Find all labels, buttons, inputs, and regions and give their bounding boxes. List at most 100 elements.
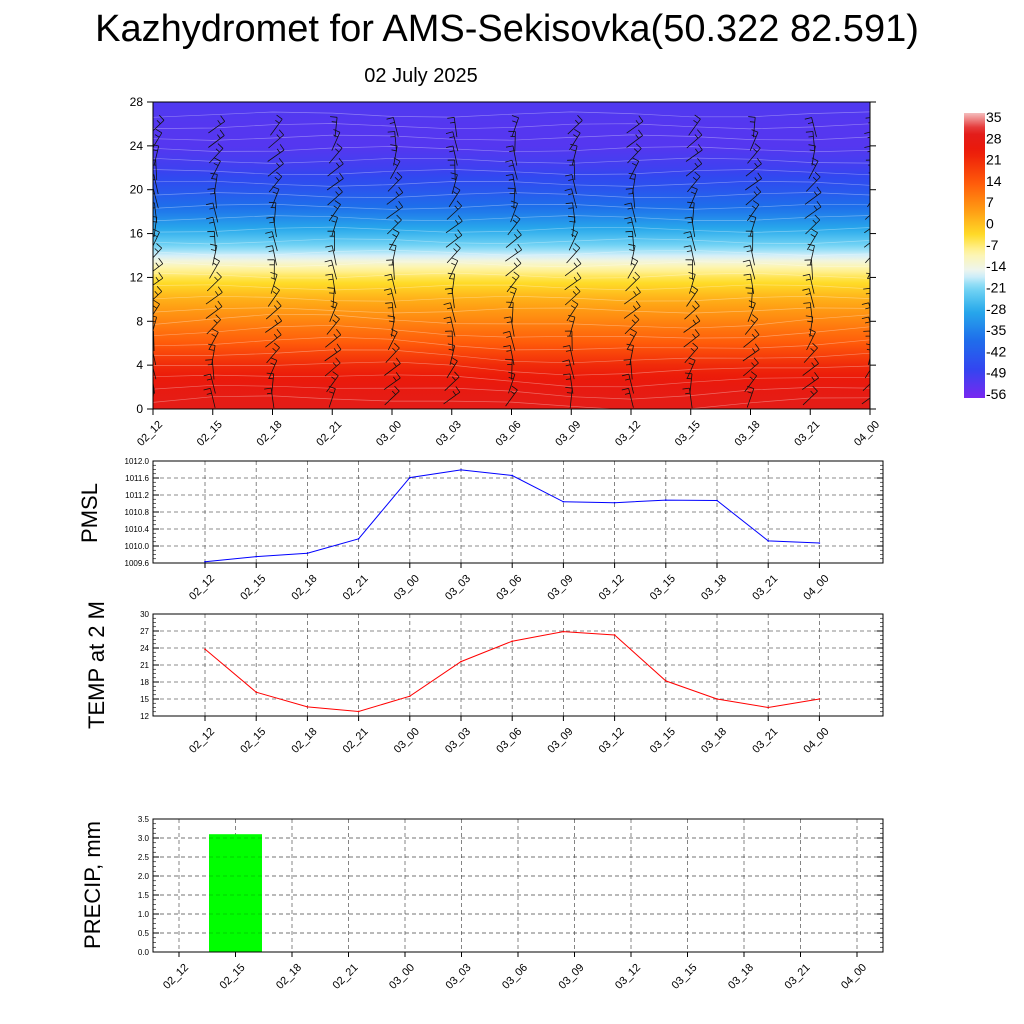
series-point xyxy=(665,680,667,682)
series-point xyxy=(562,630,565,633)
wind-barb xyxy=(208,115,226,134)
wind-barb xyxy=(867,257,870,279)
x-tick-label: 03_12 xyxy=(597,726,627,756)
wind-barb xyxy=(387,171,403,192)
wind-barb xyxy=(326,371,339,393)
series-point xyxy=(818,698,821,700)
wind-barb xyxy=(211,157,221,180)
wind-barb xyxy=(865,214,870,220)
wind-barb xyxy=(205,286,223,305)
wind-barb xyxy=(324,357,341,377)
wind-barb xyxy=(627,143,642,164)
wind-barb xyxy=(747,143,761,164)
isoline xyxy=(153,284,870,291)
wind-barb xyxy=(802,273,815,294)
wind-barb xyxy=(806,228,818,251)
wind-barb xyxy=(568,314,576,337)
isoline xyxy=(153,180,870,187)
pmsl-panel: 1009.6 1010.0 1010.4 1010.8 1011.2 1011.6 1012… xyxy=(125,457,884,603)
wind-barb xyxy=(626,328,637,350)
isoline xyxy=(153,349,870,364)
wind-barb xyxy=(443,386,461,405)
wind-barb xyxy=(206,202,219,223)
wind-barb xyxy=(447,272,456,294)
y-tick-label: 12 xyxy=(130,270,144,284)
wind-barb xyxy=(445,131,459,152)
y-tick-label: 1011.2 xyxy=(125,491,149,500)
y-tick-label: 27 xyxy=(140,627,149,636)
wind-barb xyxy=(153,350,157,366)
x-tick-label: 03_06 xyxy=(494,573,524,603)
wind-barb xyxy=(325,273,336,294)
wind-barb xyxy=(153,159,158,181)
wind-barb xyxy=(566,299,579,322)
series-point xyxy=(511,474,513,477)
x-tick-label: 03_09 xyxy=(545,726,575,756)
wind-barb xyxy=(443,316,456,337)
wind-barb xyxy=(564,257,582,277)
wind-barb xyxy=(506,301,514,323)
wind-barb xyxy=(746,200,760,222)
wind-barb xyxy=(683,329,700,348)
x-tick-label: 03_06 xyxy=(494,726,524,756)
y-tick-label: 0 xyxy=(136,402,143,416)
wind-barb xyxy=(153,114,165,132)
wind-barb xyxy=(621,373,634,394)
x-tick-label: 04_00 xyxy=(852,419,882,449)
x-tick-label: 03_18 xyxy=(699,573,729,603)
colorbar-gradient xyxy=(964,113,985,398)
wind-barb xyxy=(445,229,463,248)
wind-barb xyxy=(265,245,277,266)
series-point xyxy=(306,552,309,555)
precip-panel: 0.0 0.5 1.0 1.5 2.0 2.5 3.0 3.5 02_12 02_15 02_18 0… xyxy=(138,815,884,992)
x-tick-label: 02_18 xyxy=(289,573,319,603)
colorbar-label: 28 xyxy=(986,130,1002,146)
wind-barb xyxy=(563,373,574,394)
wind-barb xyxy=(153,188,159,209)
panel-frame xyxy=(152,460,884,564)
isoline xyxy=(153,295,870,302)
x-tick-label: 02_15 xyxy=(238,726,268,756)
x-tick-label: 03_15 xyxy=(648,573,678,603)
x-tick-label: 03_18 xyxy=(699,726,729,756)
y-tick-label: 1.5 xyxy=(138,891,150,900)
colorbar-label: -28 xyxy=(986,301,1006,317)
wind-barb xyxy=(562,345,575,366)
wind-barb xyxy=(626,115,644,134)
wind-barb xyxy=(206,271,222,292)
wind-barb xyxy=(621,387,634,408)
wind-barb xyxy=(330,116,338,138)
wind-barb xyxy=(565,387,573,409)
wind-barb xyxy=(687,171,701,193)
wind-barb xyxy=(384,385,400,406)
series-point xyxy=(665,499,667,501)
y-tick-label: 4 xyxy=(136,358,143,372)
series-point xyxy=(767,540,769,542)
y-tick-label: 2.0 xyxy=(138,872,150,881)
wind-barb xyxy=(805,131,816,152)
wind-barb xyxy=(265,231,278,252)
wind-barb xyxy=(564,286,581,306)
wind-barb xyxy=(386,186,404,205)
x-tick-label: 03_21 xyxy=(750,573,780,603)
wind-barb xyxy=(570,143,578,166)
x-tick-label: 03_06 xyxy=(500,962,530,992)
x-tick-label: 02_18 xyxy=(289,726,319,756)
x-tick-label: 02_21 xyxy=(331,962,361,992)
y-tick-label: 28 xyxy=(130,95,144,109)
y-tick-label: 8 xyxy=(136,314,143,328)
wind-barb xyxy=(386,200,404,219)
x-tick-label: 03_00 xyxy=(392,573,422,603)
x-tick-label: 02_12 xyxy=(187,726,217,756)
wind-barb xyxy=(505,174,517,195)
series-point xyxy=(255,691,257,693)
isoline xyxy=(153,374,870,388)
wind-barb xyxy=(444,371,460,391)
wind-barb xyxy=(389,243,397,266)
x-tick-label: 02_21 xyxy=(341,573,371,603)
y-tick-label: 21 xyxy=(140,661,149,670)
x-tick-label: 03_15 xyxy=(673,419,703,449)
wind-barb xyxy=(209,143,224,164)
wind-barb xyxy=(503,345,515,366)
wind-barb xyxy=(208,129,225,148)
